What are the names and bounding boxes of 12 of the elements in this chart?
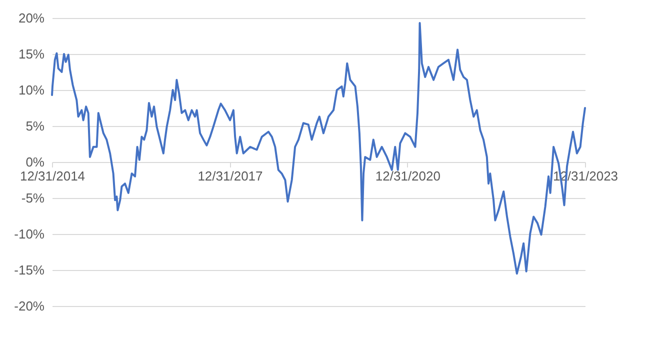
y-tick-label: -20% bbox=[14, 298, 45, 314]
y-tick-label: -5% bbox=[21, 190, 45, 206]
y-tick-label: 20% bbox=[18, 10, 45, 26]
x-tick-label: 12/31/2020 bbox=[375, 168, 440, 184]
y-tick-label: 10% bbox=[18, 82, 45, 98]
y-tick-label: 0% bbox=[26, 154, 45, 170]
y-tick-label: 5% bbox=[26, 118, 45, 134]
x-tick-label: 12/31/2014 bbox=[20, 168, 86, 184]
y-tick-label: 15% bbox=[18, 46, 45, 62]
x-tick-label: 12/31/2017 bbox=[198, 168, 263, 184]
y-tick-label: -15% bbox=[14, 262, 45, 278]
y-tick-label: -10% bbox=[14, 226, 45, 242]
